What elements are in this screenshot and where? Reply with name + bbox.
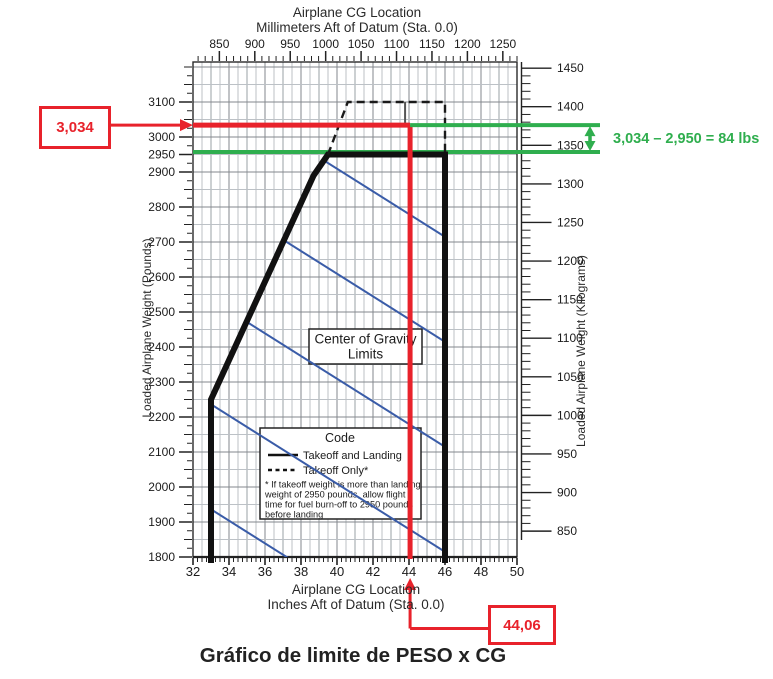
svg-text:2500: 2500 [148, 305, 175, 319]
svg-text:1450: 1450 [557, 61, 584, 75]
svg-text:1350: 1350 [557, 138, 584, 152]
svg-text:40: 40 [330, 564, 344, 579]
svg-text:32: 32 [186, 564, 200, 579]
svg-text:weight of 2950 pounds, allow f: weight of 2950 pounds, allow flight [264, 490, 406, 500]
x-axis-top: 850 900 950 1000 1050 1100 1150 1200 1250 [197, 37, 518, 61]
svg-text:1100: 1100 [384, 37, 410, 51]
y-axis-label-pounds: Loaded Airplane Weight (Pounds) [140, 238, 154, 418]
svg-text:1000: 1000 [557, 408, 584, 422]
annotation-cg-box: 44,06 [488, 605, 556, 645]
svg-text:2700: 2700 [148, 235, 175, 249]
svg-text:1250: 1250 [557, 215, 584, 229]
svg-text:1300: 1300 [557, 177, 584, 191]
svg-text:2200: 2200 [148, 410, 175, 424]
svg-text:time for fuel burn-off to 2950: time for fuel burn-off to 2950 pounds [265, 500, 413, 510]
svg-text:2100: 2100 [148, 445, 175, 459]
svg-text:2000: 2000 [148, 480, 175, 494]
envelope-dashed-line [326, 100, 447, 155]
y-axis-label-kilograms: Loaded Airplane Weight (Kilograms) [574, 255, 588, 447]
svg-text:1250: 1250 [489, 37, 516, 51]
annotation-difference-text: 3,034 – 2,950 = 84 lbs [613, 131, 760, 147]
figure-caption: Gráfico de limite de PESO x CG [199, 644, 507, 667]
svg-text:2300: 2300 [148, 375, 175, 389]
bottom-axis-title-line2: Inches Aft of Datum (Sta. 0.0) [267, 597, 445, 612]
svg-text:1050: 1050 [557, 370, 584, 384]
top-axis-title-line1: Airplane CG Location [292, 5, 422, 20]
svg-text:1150: 1150 [557, 293, 583, 307]
svg-text:2800: 2800 [148, 200, 175, 214]
svg-text:1200: 1200 [557, 254, 584, 268]
svg-text:42: 42 [366, 564, 380, 579]
green-bracket [410, 123, 600, 151]
svg-text:Code: Code [325, 431, 355, 445]
svg-text:1800: 1800 [148, 550, 175, 564]
svg-text:Center of Gravity: Center of Gravity [314, 332, 416, 347]
legend-box: Code Takeoff and Landing Takeoff Only* * If… [259, 427, 422, 520]
top-axis-title-line2: Millimeters Aft of Datum (Sta. 0.0) [256, 20, 458, 35]
svg-text:950: 950 [557, 447, 577, 461]
svg-text:2400: 2400 [148, 340, 175, 354]
y-axis-left: 1800 1900 2000 2100 2200 2300 2400 2500 2600 2700… [148, 66, 192, 564]
svg-text:1000: 1000 [312, 37, 339, 51]
svg-text:1400: 1400 [557, 100, 584, 114]
svg-text:Limits: Limits [348, 347, 384, 362]
svg-text:46: 46 [438, 564, 452, 579]
svg-text:1100: 1100 [557, 331, 583, 345]
svg-text:2950: 2950 [148, 148, 175, 162]
svg-text:50: 50 [510, 564, 524, 579]
svg-text:900: 900 [245, 37, 265, 51]
svg-text:900: 900 [557, 486, 577, 500]
svg-text:before landing: before landing [265, 510, 323, 520]
svg-text:38: 38 [294, 564, 308, 579]
y-axis-right: 850 900 950 1000 1050 1100 1150 1200 1250 1300 135… [520, 61, 584, 540]
svg-text:1050: 1050 [348, 37, 375, 51]
bottom-axis-title-line1: Airplane CG Location [291, 582, 421, 597]
svg-text:3100: 3100 [148, 95, 175, 109]
svg-text:36: 36 [258, 564, 272, 579]
x-axis-bottom: 32 34 36 38 40 42 44 46 48 50 [186, 558, 524, 579]
annotation-weight-box: 3,034 [39, 106, 111, 149]
svg-text:1200: 1200 [454, 37, 481, 51]
svg-text:2600: 2600 [148, 270, 175, 284]
svg-text:48: 48 [474, 564, 488, 579]
envelope-line [208, 151, 448, 563]
svg-text:44: 44 [402, 564, 416, 579]
red-annotation-lines [105, 119, 488, 630]
svg-text:850: 850 [557, 524, 577, 538]
svg-text:1900: 1900 [148, 515, 175, 529]
svg-text:Takeoff Only*: Takeoff Only* [303, 465, 369, 477]
svg-text:3000: 3000 [148, 130, 175, 144]
svg-text:850: 850 [209, 37, 229, 51]
svg-text:34: 34 [222, 564, 236, 579]
svg-text:1150: 1150 [419, 37, 445, 51]
svg-text:Takeoff and Landing: Takeoff and Landing [303, 450, 402, 462]
svg-text:* If takeoff weight is more th: * If takeoff weight is more than landing [265, 480, 421, 490]
svg-text:950: 950 [280, 37, 300, 51]
svg-text:2900: 2900 [148, 165, 175, 179]
